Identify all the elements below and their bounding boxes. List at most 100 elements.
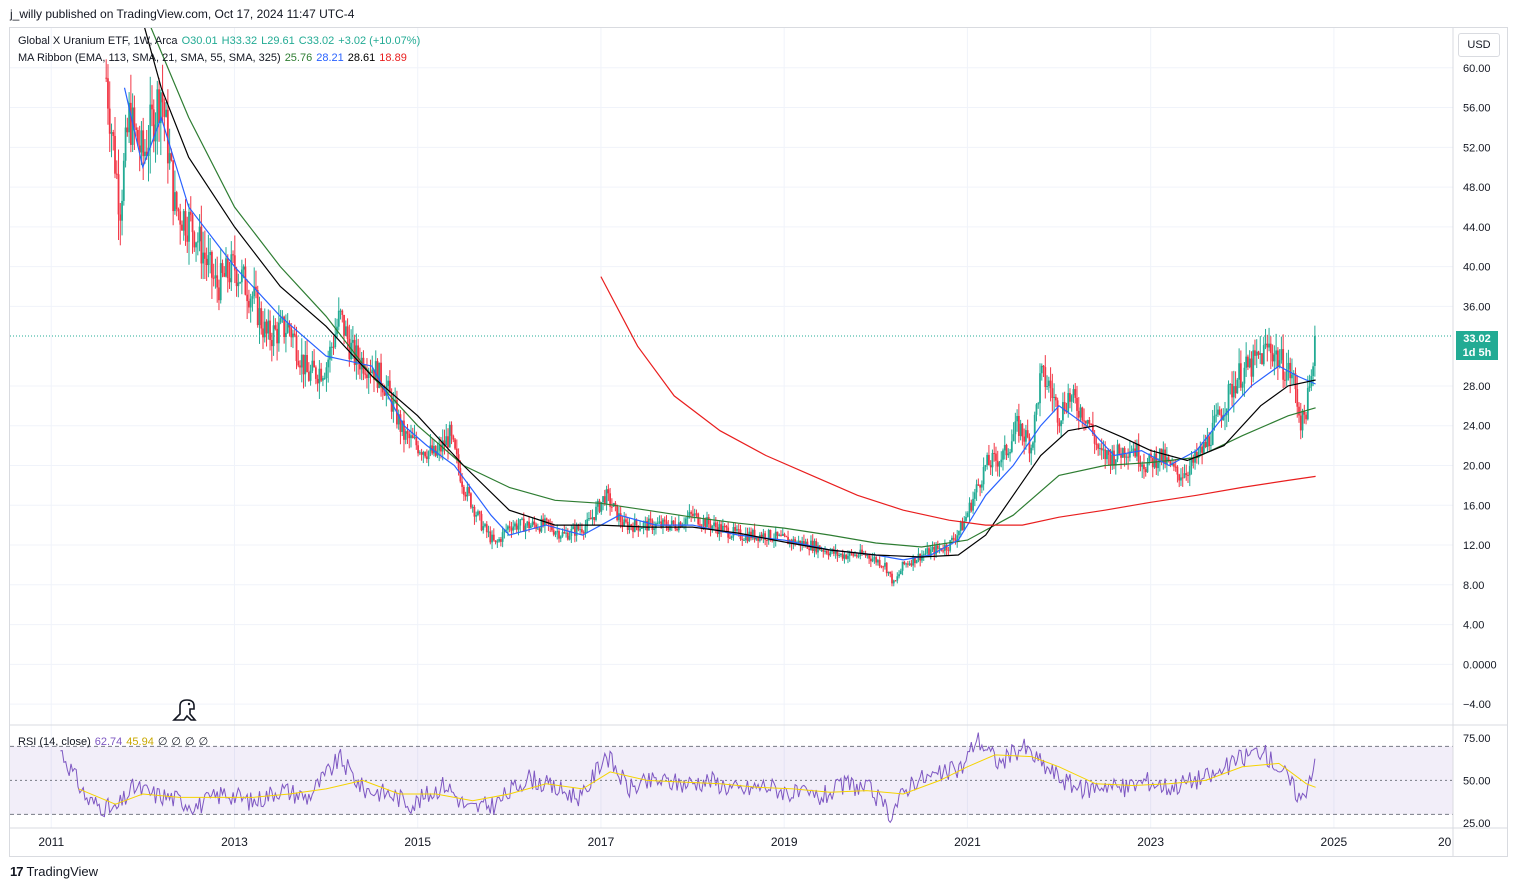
currency-button[interactable]: USD xyxy=(1458,33,1500,57)
candle-body xyxy=(552,530,555,535)
candle-body xyxy=(228,278,231,283)
candle-body xyxy=(975,484,978,493)
candle-body xyxy=(625,519,627,522)
bar-countdown: 1d 5h xyxy=(1462,347,1492,359)
candle-body xyxy=(425,456,428,460)
candle-body xyxy=(1199,446,1202,453)
candle-body xyxy=(785,536,788,538)
candle-body xyxy=(158,89,160,124)
ohlc-change: +3.02 (+10.07%) xyxy=(338,35,421,47)
candle-body xyxy=(1157,462,1159,469)
candle-body xyxy=(603,496,606,504)
candle-body xyxy=(258,308,261,326)
candle-body xyxy=(186,235,189,242)
candle-body xyxy=(848,551,851,556)
candle-body xyxy=(1266,343,1269,348)
candle-body xyxy=(1116,444,1119,460)
candle-body xyxy=(225,258,227,277)
candle-body xyxy=(1231,383,1233,398)
candle-body xyxy=(968,502,971,513)
candle-body xyxy=(1037,403,1040,405)
candle-body xyxy=(1134,448,1137,457)
candle-body xyxy=(670,520,673,526)
candle-body xyxy=(424,452,427,457)
candle-body xyxy=(311,360,314,371)
candle-body xyxy=(908,563,911,565)
candle-body xyxy=(936,545,939,549)
candle-body xyxy=(408,433,411,439)
candle-body xyxy=(563,532,566,534)
candle-body xyxy=(471,506,474,508)
replay-dino-icon[interactable] xyxy=(172,698,200,724)
candle-body xyxy=(584,526,587,534)
candle-body xyxy=(455,448,458,455)
candle-body xyxy=(843,554,846,559)
candle-body xyxy=(415,437,418,446)
ribbon-value-sma55: 28.61 xyxy=(347,52,376,64)
candle-body xyxy=(605,489,608,504)
candle-body xyxy=(714,522,717,528)
candle-body xyxy=(207,255,210,266)
tradingview-brand[interactable]: 17 TradingView xyxy=(10,864,98,879)
candle-body xyxy=(1252,350,1255,377)
candle-body xyxy=(1213,415,1216,423)
candle-body xyxy=(933,546,936,555)
candle-body xyxy=(1306,387,1309,420)
candle-body xyxy=(122,160,125,201)
candle-body xyxy=(1021,423,1024,437)
candle-body xyxy=(507,526,509,530)
candle-body xyxy=(1067,393,1070,412)
candle-body xyxy=(593,517,596,520)
price-tick-label: 36.00 xyxy=(1463,301,1491,313)
candle-body xyxy=(1162,449,1165,462)
candle-body xyxy=(327,359,330,368)
candle-body xyxy=(729,537,731,539)
candle-body xyxy=(566,532,569,540)
candle-body xyxy=(1241,383,1244,388)
rsi-legend[interactable]: RSI (14, close) 62.74 45.94 ∅ ∅ ∅ ∅ xyxy=(18,735,212,748)
time-tick-label: 2023 xyxy=(1137,835,1164,849)
candle-body xyxy=(1058,422,1061,427)
brand-name: TradingView xyxy=(26,864,99,879)
candle-body xyxy=(609,493,612,507)
candle-body xyxy=(1236,379,1239,394)
candle-body xyxy=(1229,383,1232,385)
candle-body xyxy=(1007,453,1010,456)
candle-body xyxy=(776,531,779,536)
candle-body xyxy=(808,548,811,551)
candle-body xyxy=(702,518,705,526)
candle-body xyxy=(299,365,301,368)
candle-body xyxy=(938,548,941,550)
candle-body xyxy=(501,532,504,542)
candle-body xyxy=(956,535,959,541)
candle-body xyxy=(1234,386,1237,394)
candle-body xyxy=(857,556,860,558)
candle-body xyxy=(235,270,238,287)
candle-body xyxy=(632,526,634,532)
candle-body xyxy=(1032,442,1034,448)
candle-body xyxy=(709,524,712,530)
candle-body xyxy=(218,287,220,301)
candle-body xyxy=(1042,365,1045,368)
candle-body xyxy=(448,424,451,448)
ribbon-legend[interactable]: MA Ribbon (EMA, 113, SMA, 21, SMA, 55, S… xyxy=(18,52,411,64)
candle-body xyxy=(926,548,929,554)
candle-body xyxy=(965,516,967,521)
price-tick-label: 28.00 xyxy=(1463,381,1491,393)
candle-body xyxy=(980,484,983,488)
candle-body xyxy=(554,532,557,535)
candle-body xyxy=(1106,450,1108,460)
rsi-extra-2: ∅ xyxy=(171,736,181,748)
candle-body xyxy=(440,444,442,452)
candle-body xyxy=(929,549,932,556)
chart-frame xyxy=(9,27,1508,857)
candle-body xyxy=(1187,474,1189,476)
candle-body xyxy=(751,529,754,539)
candle-body xyxy=(255,286,257,290)
candle-body xyxy=(1025,430,1027,442)
candle-body xyxy=(1141,464,1144,467)
candle-body xyxy=(107,78,109,109)
candle-body xyxy=(774,531,777,541)
main-legend[interactable]: Global X Uranium ETF, 1W, Arca O30.01 H33.… xyxy=(18,35,424,47)
